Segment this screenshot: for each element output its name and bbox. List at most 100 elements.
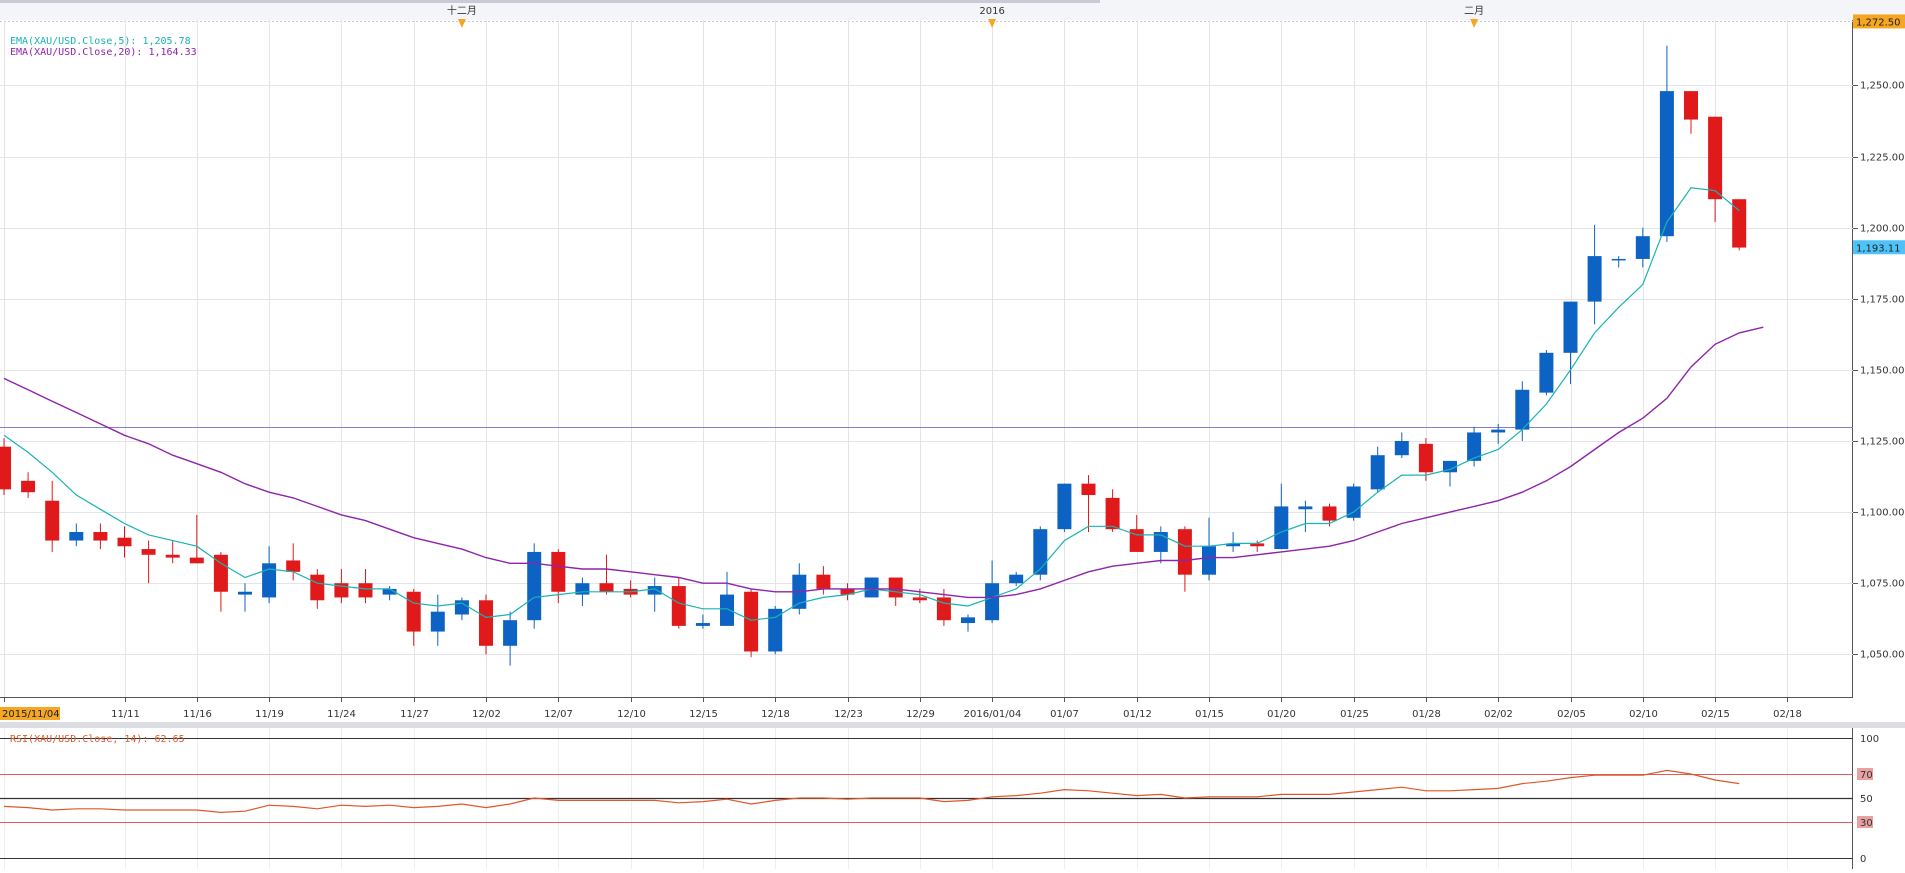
candle-body-up <box>985 583 1000 621</box>
pane-splitter[interactable] <box>0 722 1905 728</box>
candle-body-up <box>1057 483 1072 530</box>
period-marker-arrow <box>988 19 997 28</box>
x-tick-label: 2016/01/04 <box>964 709 1022 720</box>
candle-body-down <box>1708 116 1723 200</box>
candle-body-down <box>310 574 325 601</box>
candle-body-down <box>816 574 831 589</box>
x-tick-label: 2015/11/04 <box>2 709 60 720</box>
x-tick-label: 12/29 <box>906 709 935 720</box>
legend-ema20: EMA(XAU/USD.Close,20): 1,164.33 <box>10 47 197 58</box>
legend-rsi: RSI(XAU/USD.Close, 14): 62.65 <box>10 734 185 745</box>
rsi-series <box>3 769 1740 814</box>
candle-body-up <box>69 532 84 541</box>
candle-body-down <box>1322 506 1337 521</box>
rsi-tick-label: 100 <box>1860 734 1879 745</box>
ema20-line <box>3 326 1764 599</box>
x-tick-label: 12/15 <box>689 709 718 720</box>
x-tick-label: 02/02 <box>1484 709 1513 720</box>
candle-body-down <box>213 554 228 592</box>
price-tag <box>1853 14 1905 29</box>
gridlines <box>0 20 1853 697</box>
x-tick-label: 11/16 <box>183 709 212 720</box>
x-tick-label: 12/02 <box>472 709 501 720</box>
candle-body-up <box>1346 486 1361 518</box>
y-tick-label: 1,100.00 <box>1860 508 1905 519</box>
candle-body-down <box>1250 543 1265 547</box>
candle-body-down <box>1105 497 1120 530</box>
candle-body-down <box>1081 483 1096 496</box>
rsi-level-tag <box>1857 768 1873 780</box>
y-tick-label: 1,050.00 <box>1860 650 1905 661</box>
candle-body-down <box>671 586 686 626</box>
candle-body-up <box>238 591 252 595</box>
x-tick-label: 11/19 <box>255 709 284 720</box>
x-tick-label: 02/10 <box>1629 709 1658 720</box>
candle-body-down <box>551 551 566 592</box>
candlestick-series <box>0 45 1747 666</box>
period-marker-arrow <box>457 19 466 28</box>
x-tick-label: 01/15 <box>1195 709 1224 720</box>
candle-body-up <box>1274 506 1289 550</box>
candle-body-down <box>93 532 108 541</box>
candle-body-up <box>1611 258 1626 261</box>
candle-body-down <box>1684 91 1698 120</box>
candle-body-down <box>45 500 60 541</box>
price-axis <box>1853 20 1905 722</box>
x-tick-label: 02/18 <box>1773 709 1802 720</box>
rsi-line <box>3 769 1740 814</box>
candle-body-down <box>21 480 36 493</box>
y-tick-label: 1,175.00 <box>1860 295 1905 306</box>
candle-body-down <box>599 583 614 592</box>
x-label-highlight <box>0 707 60 720</box>
rsi-tick-label: 30 <box>1860 818 1873 829</box>
candle-body-up <box>1587 256 1602 302</box>
candle-body-down <box>1177 529 1192 575</box>
period-marker-label: 2016 <box>979 6 1004 17</box>
x-tick-label: 02/05 <box>1557 709 1586 720</box>
candle-body-down <box>840 588 855 595</box>
candle-body-down <box>117 537 132 547</box>
period-marker-arrow <box>1470 19 1479 28</box>
rsi-level-tag <box>1857 816 1873 828</box>
rsi-tick-label: 0 <box>1860 854 1866 865</box>
y-tick-label: 1,225.00 <box>1860 153 1905 164</box>
price-tag <box>1853 240 1905 255</box>
x-tick-label: 02/15 <box>1701 709 1730 720</box>
x-tick-label: 12/18 <box>761 709 790 720</box>
candle-body-up <box>1443 460 1457 473</box>
candle-body-up <box>695 623 710 626</box>
candle-body-down <box>912 597 927 601</box>
x-tick-label: 01/25 <box>1340 709 1369 720</box>
candle-body-up <box>1202 546 1216 575</box>
x-tick-label: 12/10 <box>617 709 646 720</box>
candle-body-up <box>1467 432 1482 461</box>
candle-body-up <box>768 608 783 652</box>
candle-body-down <box>479 600 493 646</box>
ema-series <box>3 187 1764 621</box>
candle-body-down <box>165 554 180 558</box>
legend-ema5: EMA(XAU/USD.Close,5): 1,205.78 <box>10 36 191 47</box>
y-tick-label: 1,150.00 <box>1860 366 1905 377</box>
candle-body-down <box>358 583 373 598</box>
period-marker-bar <box>0 0 1905 20</box>
candle-body-up <box>1515 389 1530 430</box>
candle-body-up <box>1033 529 1048 575</box>
candle-body-down <box>286 560 301 572</box>
candle-body-up <box>503 620 518 646</box>
y-tick-label: 1,075.00 <box>1860 579 1905 590</box>
candle-body-up <box>1394 440 1409 456</box>
top-scrollbar[interactable] <box>0 0 1100 3</box>
x-tick-label: 01/12 <box>1123 709 1152 720</box>
candle-body-up <box>961 617 975 624</box>
y-tick-label: 1,200.00 <box>1860 224 1905 235</box>
x-tick-label: 01/20 <box>1267 709 1296 720</box>
period-marker-label: 十二月 <box>447 4 477 17</box>
candle-body-up <box>647 586 662 595</box>
candle-body-up <box>527 551 542 621</box>
candle-body-up <box>1659 91 1674 237</box>
price-tag-label: 1,193.11 <box>1856 243 1901 254</box>
candle-body-down <box>1732 199 1747 248</box>
x-tick-label: 11/11 <box>111 709 140 720</box>
y-tick-label: 1,250.00 <box>1860 81 1905 92</box>
